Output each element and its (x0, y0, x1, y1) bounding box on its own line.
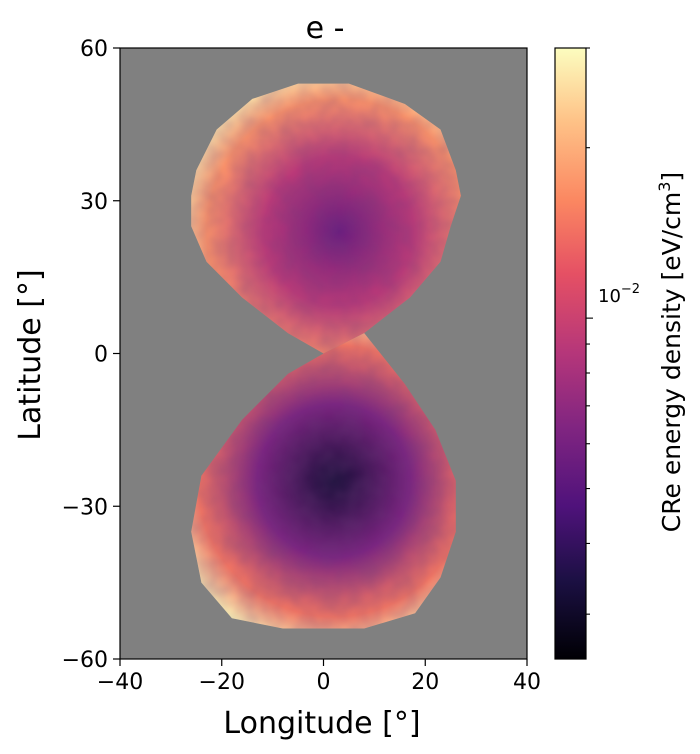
y-tick-label: 30 (80, 190, 108, 215)
y-tick-label: 60 (80, 37, 108, 62)
chart-title: e - (306, 11, 345, 46)
y-tick-label: 0 (94, 343, 108, 368)
colorbar-label: CRe energy density [eV/cm3] (655, 172, 686, 532)
colorbar-major-tick-label: 10−2 (598, 282, 640, 307)
x-tick-label: −40 (97, 670, 143, 695)
colorbar-label-main: CRe energy density [eV/cm (657, 192, 686, 532)
x-tick-label: −20 (199, 670, 245, 695)
x-axis-ticks: −40 −20 0 20 40 (97, 659, 541, 695)
colorbar-label-end: ] (657, 172, 686, 182)
colorbar-tick-base: 10 (598, 286, 621, 307)
colorbar-ticks (586, 47, 593, 615)
colorbar (554, 47, 587, 660)
x-axis-label: Longitude [°] (223, 706, 420, 741)
colorbar-tick-exponent: −2 (621, 282, 640, 297)
y-tick-label: −30 (62, 495, 108, 520)
y-axis-ticks: −60 −30 0 30 60 (62, 37, 120, 673)
y-tick-label: −60 (62, 648, 108, 673)
colorbar-label-sup: 3 (655, 182, 674, 192)
x-tick-label: 0 (317, 670, 331, 695)
x-tick-label: 20 (411, 670, 439, 695)
x-tick-label: 40 (513, 670, 541, 695)
y-axis-label: Latitude [°] (13, 269, 48, 440)
